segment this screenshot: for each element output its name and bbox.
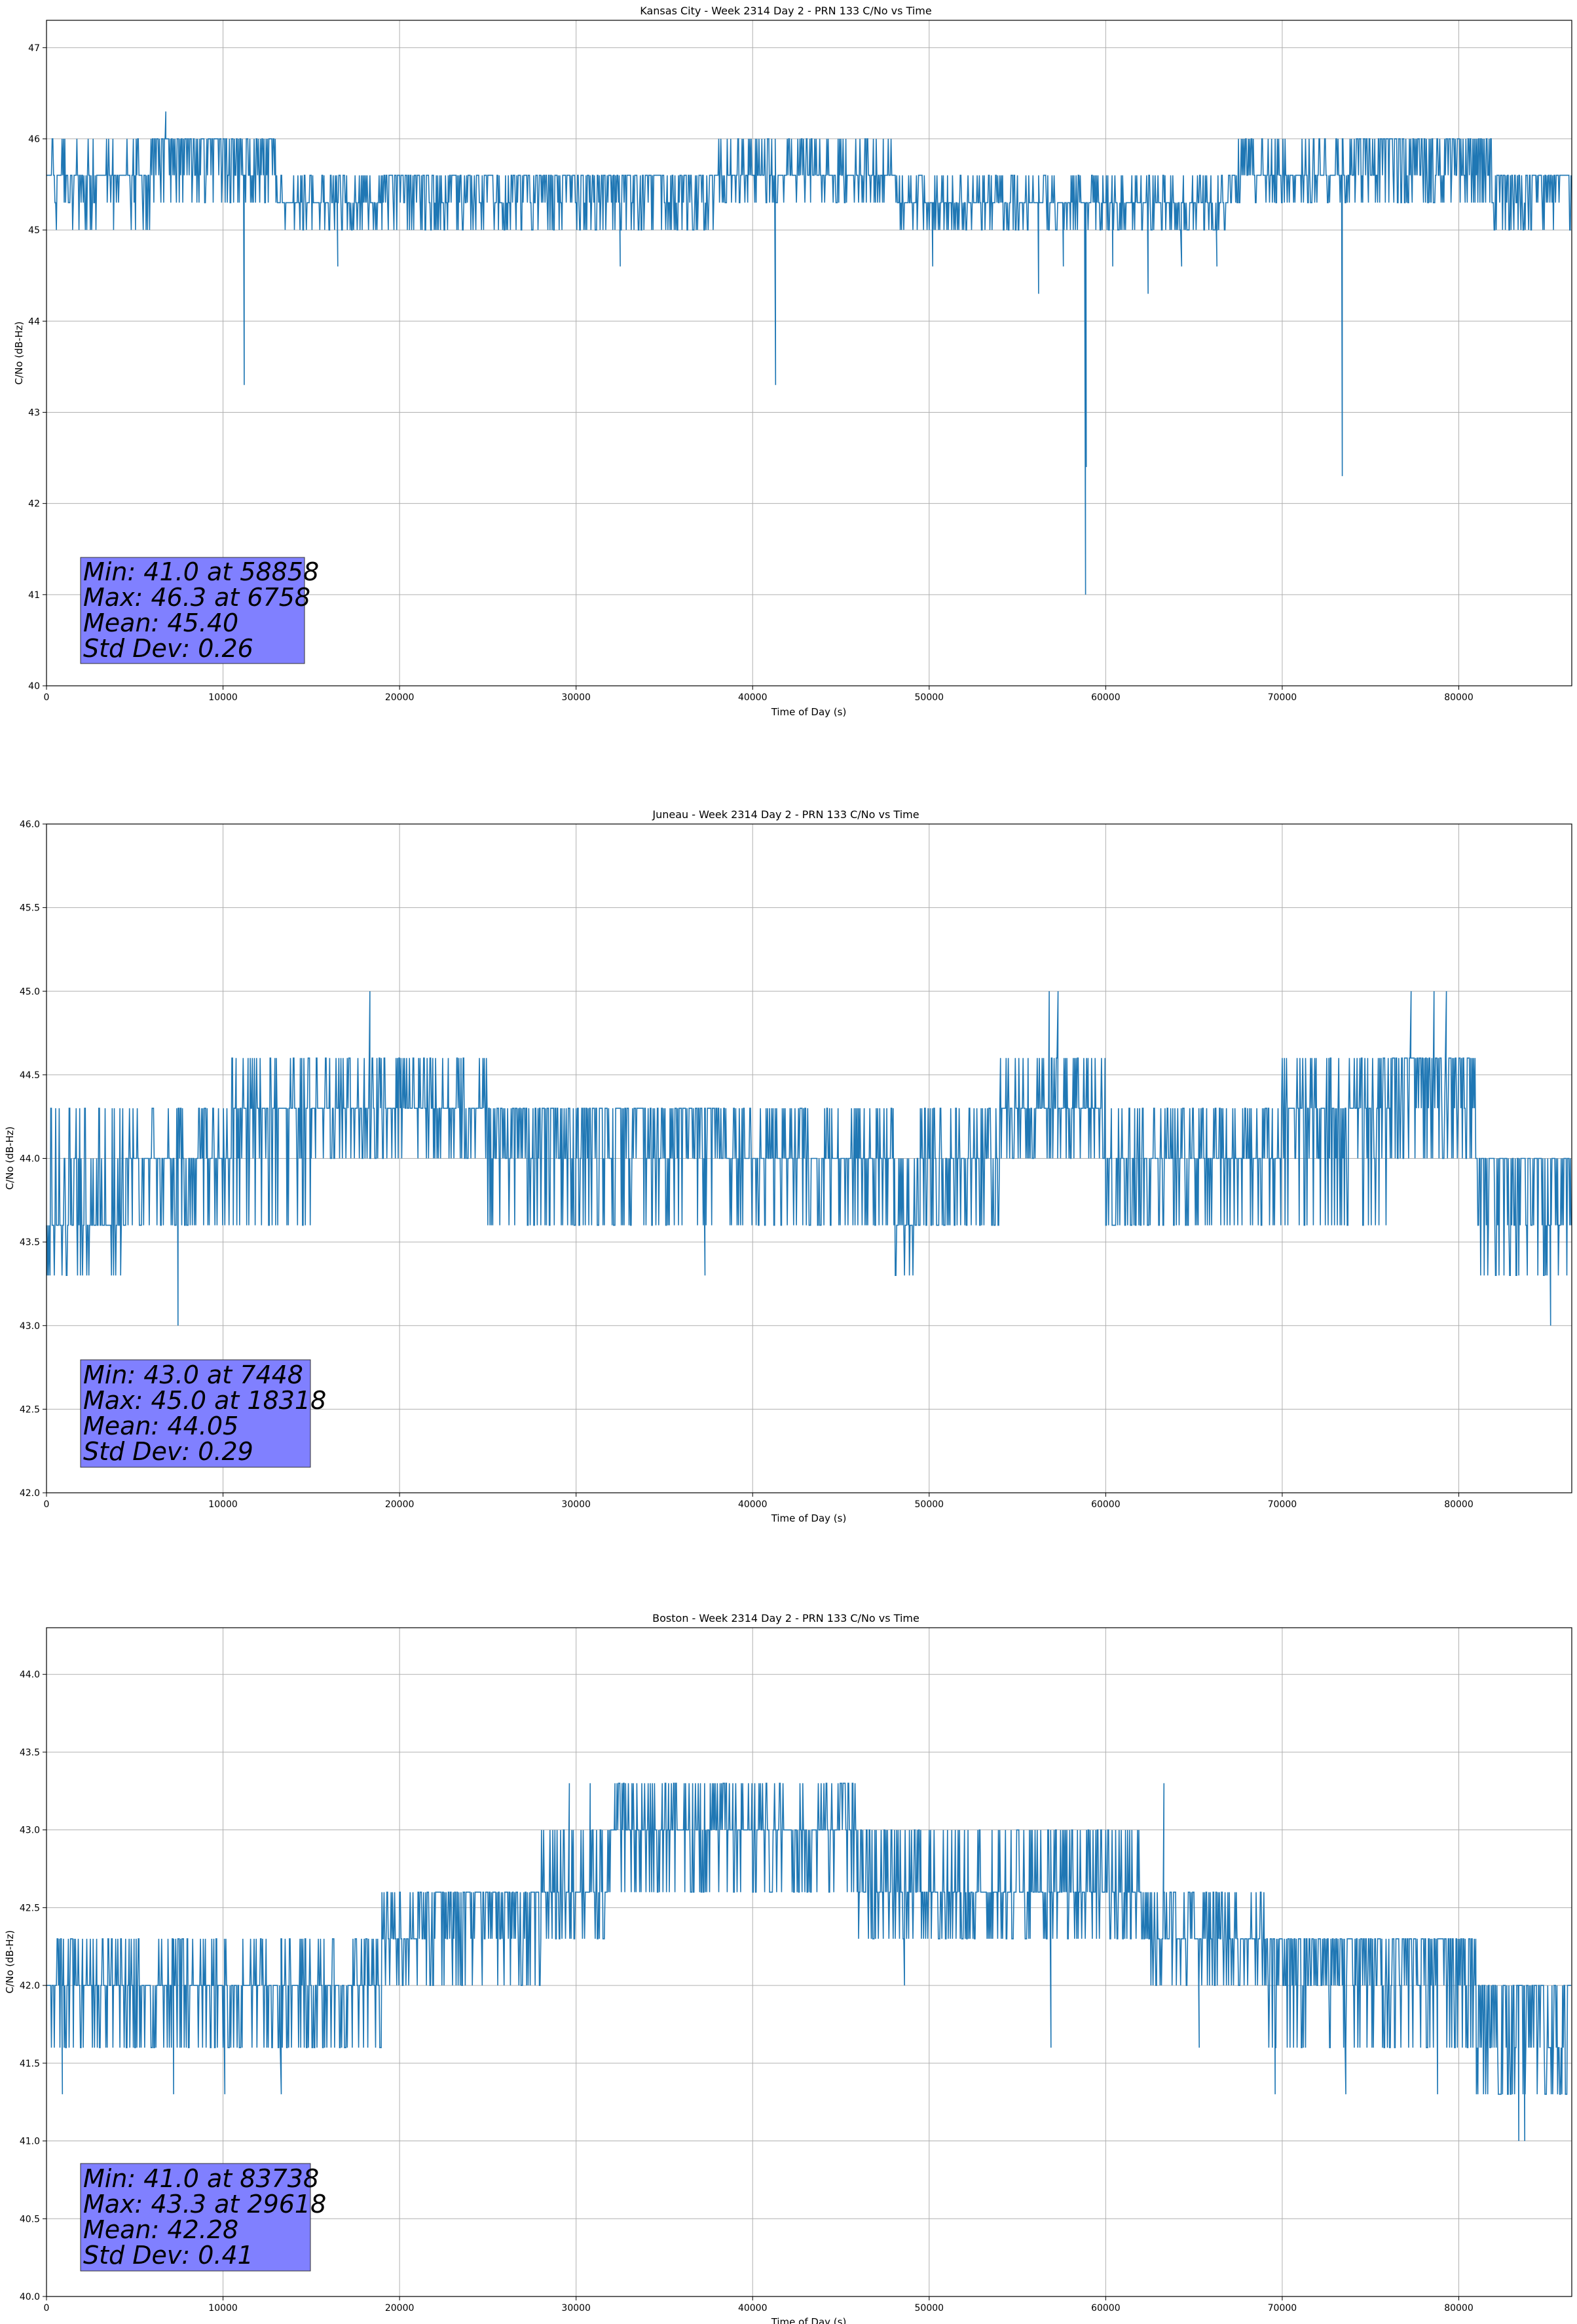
x-axis-label: Time of Day (s) xyxy=(771,1512,847,1524)
ticks: 0 10000 20000 30000 40000 50000 60000 70000 8000… xyxy=(20,819,1474,1510)
ticks: 0 10000 20000 30000 40000 50000 60000 70000 8000… xyxy=(20,1670,1474,2314)
x-tick-label: 50000 xyxy=(915,2303,944,2314)
y-tick-label: 40.5 xyxy=(20,2214,40,2224)
stats-min: Min: 41.0 at 83738 xyxy=(83,2164,319,2193)
x-tick-label: 70000 xyxy=(1268,2303,1297,2314)
x-tick-label: 80000 xyxy=(1444,1499,1474,1510)
chart-juneau: Juneau - Week 2314 Day 2 - PRN 133 C/No … xyxy=(4,808,1572,1524)
stats-max: Max: 43.3 at 29618 xyxy=(83,2190,326,2219)
y-tick-label: 41.5 xyxy=(20,2059,40,2069)
y-tick-label: 45.0 xyxy=(20,986,40,997)
series-line xyxy=(46,991,1572,1326)
x-tick-label: 30000 xyxy=(561,692,591,703)
stats-std-dev: Std Dev: 0.26 xyxy=(83,634,253,663)
chart-kansas-city: Kansas City - Week 2314 Day 2 - PRN 133 … xyxy=(13,5,1572,718)
x-tick-label: 40000 xyxy=(738,692,768,703)
x-tick-label: 50000 xyxy=(915,1499,944,1510)
stats-mean: Mean: 45.40 xyxy=(83,609,238,637)
y-tick-label: 41 xyxy=(28,590,40,601)
stats-box: Min: 43.0 at 7448 Max: 45.0 at 18318 Mea… xyxy=(80,1359,326,1468)
y-tick-label: 44.0 xyxy=(20,1670,40,1680)
y-tick-label: 43 xyxy=(28,407,40,418)
y-tick-label: 41.0 xyxy=(20,2137,40,2147)
x-tick-label: 70000 xyxy=(1268,692,1297,703)
x-axis-label: Time of Day (s) xyxy=(771,706,847,718)
y-tick-label: 46 xyxy=(28,134,40,145)
y-tick-label: 40.0 xyxy=(20,2292,40,2302)
x-tick-label: 0 xyxy=(44,692,50,703)
plot-frame xyxy=(46,1627,1572,2297)
x-tick-label: 60000 xyxy=(1091,1499,1121,1510)
chart-title: Juneau - Week 2314 Day 2 - PRN 133 C/No … xyxy=(652,808,919,821)
y-tick-label: 44.5 xyxy=(20,1070,40,1081)
y-axis-label: C/No (dB-Hz) xyxy=(13,322,25,385)
series-path xyxy=(46,1782,1571,2141)
stats-mean: Mean: 42.28 xyxy=(83,2215,238,2244)
y-tick-label: 40 xyxy=(28,681,40,692)
stats-std-dev: Std Dev: 0.29 xyxy=(83,1437,253,1466)
y-tick-label: 43.0 xyxy=(20,1321,40,1332)
chart-title: Kansas City - Week 2314 Day 2 - PRN 133 … xyxy=(640,5,931,17)
stats-min: Min: 41.0 at 58858 xyxy=(83,557,319,586)
y-tick-label: 43.5 xyxy=(20,1237,40,1248)
x-tick-label: 80000 xyxy=(1444,2303,1474,2314)
series-line xyxy=(46,1782,1571,2141)
y-tick-label: 44.0 xyxy=(20,1154,40,1165)
stats-max: Max: 46.3 at 6758 xyxy=(83,583,310,612)
stats-box-background xyxy=(80,557,305,664)
y-tick-label: 42.0 xyxy=(20,1981,40,1991)
x-tick-label: 70000 xyxy=(1268,1499,1297,1510)
stats-box: Min: 41.0 at 83738 Max: 43.3 at 29618 Me… xyxy=(80,2163,326,2272)
y-axis-label: C/No (dB-Hz) xyxy=(4,1127,16,1190)
stats-std-dev: Std Dev: 0.41 xyxy=(83,2241,253,2270)
chart-boston: Boston - Week 2314 Day 2 - PRN 133 C/No … xyxy=(4,1612,1572,2324)
series-path xyxy=(46,991,1572,1326)
stats-mean: Mean: 44.05 xyxy=(83,1412,238,1440)
x-tick-label: 20000 xyxy=(385,692,415,703)
y-tick-label: 44 xyxy=(28,316,40,327)
x-tick-label: 0 xyxy=(44,2303,50,2314)
x-tick-label: 60000 xyxy=(1091,692,1121,703)
stats-box-background xyxy=(80,1359,311,1468)
y-tick-label: 46.0 xyxy=(20,819,40,830)
x-tick-label: 80000 xyxy=(1444,692,1474,703)
x-tick-label: 50000 xyxy=(915,692,944,703)
x-tick-label: 10000 xyxy=(208,1499,238,1510)
x-tick-label: 0 xyxy=(44,1499,50,1510)
y-tick-label: 42.0 xyxy=(20,1488,40,1499)
x-tick-label: 10000 xyxy=(208,692,238,703)
x-tick-label: 30000 xyxy=(561,2303,591,2314)
series-line xyxy=(46,111,1572,595)
x-tick-label: 20000 xyxy=(385,2303,415,2314)
stats-max: Max: 45.0 at 18318 xyxy=(83,1386,326,1415)
x-tick-label: 60000 xyxy=(1091,2303,1121,2314)
y-tick-label: 42.5 xyxy=(20,1903,40,1913)
y-axis-label: C/No (dB-Hz) xyxy=(4,1930,16,1994)
stats-box: Min: 41.0 at 58858 Max: 46.3 at 6758 Mea… xyxy=(80,557,319,664)
ticks: 0 10000 20000 30000 40000 50000 60000 70000 8000… xyxy=(28,43,1474,703)
x-tick-label: 10000 xyxy=(208,2303,238,2314)
x-tick-label: 30000 xyxy=(561,1499,591,1510)
plot-frame xyxy=(46,20,1572,686)
x-tick-label: 40000 xyxy=(738,2303,768,2314)
y-tick-label: 45.5 xyxy=(20,903,40,914)
y-tick-label: 43.5 xyxy=(20,1748,40,1758)
y-tick-label: 42 xyxy=(28,499,40,510)
y-tick-label: 47 xyxy=(28,43,40,54)
series-path xyxy=(46,111,1572,595)
stats-box-background xyxy=(80,2163,311,2272)
y-tick-label: 42.5 xyxy=(20,1404,40,1415)
stats-min: Min: 43.0 at 7448 xyxy=(83,1360,303,1389)
y-tick-label: 43.0 xyxy=(20,1826,40,1836)
y-tick-label: 45 xyxy=(28,225,40,236)
x-tick-label: 40000 xyxy=(738,1499,768,1510)
chart-title: Boston - Week 2314 Day 2 - PRN 133 C/No … xyxy=(652,1612,919,1624)
x-axis-label: Time of Day (s) xyxy=(771,2316,847,2324)
x-tick-label: 20000 xyxy=(385,1499,415,1510)
